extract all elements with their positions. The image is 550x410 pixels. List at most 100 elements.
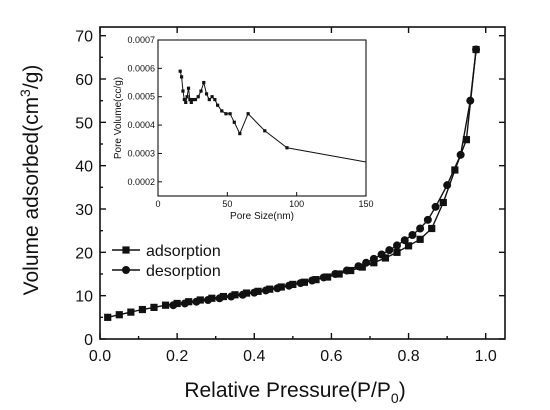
inset-x-tick-label: 0 bbox=[155, 199, 160, 209]
desorption-point bbox=[393, 241, 401, 250]
desorption-point bbox=[180, 299, 189, 308]
desorption-point bbox=[443, 181, 452, 190]
adsorption-point bbox=[127, 308, 135, 316]
desorption-point bbox=[466, 96, 475, 105]
pore-distribution-point bbox=[182, 97, 186, 102]
desorption-point bbox=[238, 290, 247, 299]
pore-distribution-point bbox=[224, 112, 228, 116]
desorption-point bbox=[285, 281, 293, 290]
desorption-point bbox=[408, 231, 417, 239]
adsorption-point bbox=[104, 313, 112, 321]
y-tick-label: 30 bbox=[75, 202, 93, 219]
pore-distribution-line bbox=[179, 71, 367, 163]
y-tick-label: 70 bbox=[75, 29, 93, 46]
pore-distribution-point bbox=[199, 89, 203, 93]
legend-label: desorption bbox=[146, 263, 221, 280]
desorption-point bbox=[204, 296, 212, 304]
plot-frame bbox=[99, 26, 506, 340]
pore-distribution-point bbox=[181, 89, 185, 93]
adsorption-point bbox=[161, 301, 170, 309]
desorption-point bbox=[377, 250, 386, 259]
pore-distribution-point bbox=[207, 97, 211, 102]
y-tick-label: 10 bbox=[75, 289, 93, 306]
x-axis-title: Relative Pressure(P/P0) bbox=[184, 379, 405, 406]
pore-distribution-point bbox=[246, 112, 250, 116]
adsorption-point bbox=[462, 136, 471, 144]
x-tick-label: 0.0 bbox=[89, 348, 111, 365]
adsorption-point bbox=[381, 254, 390, 262]
pore-distribution-point bbox=[185, 95, 189, 99]
desorption-point bbox=[385, 246, 394, 255]
adsorption-point bbox=[196, 296, 204, 304]
inset-series bbox=[178, 69, 367, 163]
y-tick-label: 20 bbox=[75, 245, 93, 262]
pore-distribution-point bbox=[238, 132, 242, 136]
adsorption-point bbox=[208, 294, 216, 302]
inset-y-tick-label: 0.0007 bbox=[127, 35, 155, 45]
legend: adsorption desorption bbox=[112, 243, 221, 280]
desorption-point bbox=[369, 254, 378, 263]
y-tick-label: 50 bbox=[75, 115, 93, 132]
inset-y-tick-label: 0.0002 bbox=[127, 177, 155, 187]
desorption-point bbox=[416, 224, 425, 233]
legend-marker bbox=[122, 246, 130, 254]
desorption-point bbox=[431, 202, 440, 211]
pore-distribution-point bbox=[188, 97, 192, 102]
desorption-point bbox=[354, 262, 363, 271]
inset-x-tick-label: 100 bbox=[289, 199, 304, 209]
inset-y-tick-label: 0.0003 bbox=[127, 148, 155, 158]
x-tick-label: 0.2 bbox=[166, 348, 188, 365]
main-series bbox=[104, 45, 481, 321]
y-axis-title: Volume adsorbed(cm3/g) bbox=[17, 65, 43, 296]
desorption-point bbox=[362, 258, 371, 267]
inset-axes: 0 50 100 150 0.0002 0.0003 0.0004 0.0005 0.0006 0… bbox=[127, 35, 373, 209]
desorption-point bbox=[400, 236, 409, 245]
pore-distribution-point bbox=[285, 146, 289, 150]
pore-distribution-point bbox=[189, 100, 193, 104]
adsorption-point bbox=[138, 305, 147, 314]
inset-y-tick-label: 0.0004 bbox=[127, 120, 155, 130]
legend-label: adsorption bbox=[146, 243, 221, 260]
pore-distribution-point bbox=[202, 80, 206, 85]
pore-distribution-point bbox=[204, 92, 209, 96]
desorption-point bbox=[331, 270, 340, 278]
adsorption-point bbox=[404, 242, 413, 250]
x-tick-label: 0.6 bbox=[320, 348, 342, 365]
desorption-point bbox=[342, 266, 351, 275]
x-tick-label: 1.0 bbox=[475, 348, 497, 365]
adsorption-point bbox=[231, 291, 239, 299]
desorption-point bbox=[308, 276, 317, 285]
adsorption-point bbox=[416, 235, 424, 243]
desorption-point bbox=[273, 284, 282, 293]
pore-distribution-point bbox=[216, 103, 220, 107]
pore-distribution-point bbox=[179, 75, 184, 79]
main-axes: 0.0 0.2 0.4 0.6 0.8 1.0 0 10 20 30 40 50 60 70 bbox=[75, 26, 506, 365]
adsorption-point bbox=[219, 292, 228, 301]
pore-distribution-point bbox=[210, 95, 214, 99]
pore-distribution-point bbox=[220, 109, 224, 113]
pore-distribution-point bbox=[184, 100, 188, 104]
inset-x-tick-label: 50 bbox=[222, 199, 232, 209]
adsorption-point bbox=[242, 289, 251, 297]
desorption-point bbox=[227, 292, 236, 301]
legend-marker bbox=[122, 266, 130, 274]
pore-distribution-point bbox=[228, 112, 232, 116]
pore-distribution-point bbox=[232, 120, 236, 124]
desorption-point bbox=[250, 288, 259, 297]
desorption-point bbox=[215, 294, 224, 303]
y-tick-label: 0 bbox=[84, 332, 93, 349]
inset-y-tick-label: 0.0006 bbox=[127, 63, 155, 73]
adsorption-point bbox=[451, 166, 459, 174]
adsorption-point bbox=[428, 224, 436, 233]
pore-distribution-point bbox=[193, 97, 198, 102]
pore-distribution-point bbox=[186, 86, 191, 90]
pore-distribution-point bbox=[191, 97, 195, 102]
inset-frame bbox=[157, 39, 367, 197]
inset-y-tick-label: 0.0005 bbox=[127, 92, 155, 102]
desorption-point bbox=[169, 301, 178, 310]
inset-y-axis-title: Pore Volume(cc/g) bbox=[113, 77, 124, 159]
adsorption-point bbox=[173, 299, 181, 308]
desorption-point bbox=[261, 286, 270, 295]
desorption-point bbox=[192, 297, 201, 306]
